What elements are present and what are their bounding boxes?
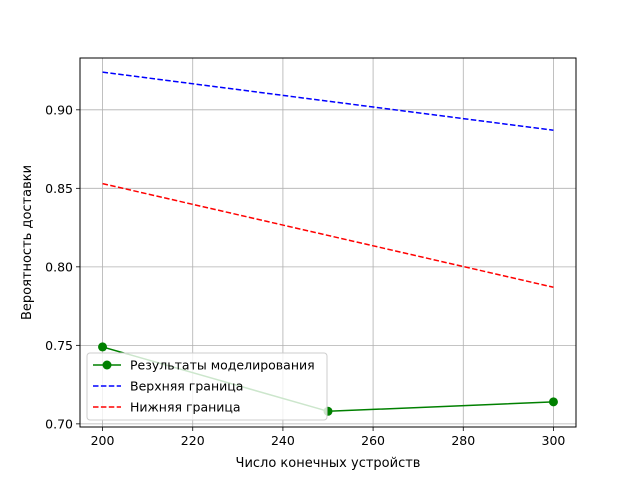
plot-frame: [79, 57, 577, 428]
ticks: 200 220 240 260 280 300 0.70 0.75 0.80 0.85 0.90: [45, 102, 565, 448]
y-tick-label: 0.85: [45, 181, 73, 196]
y-tick-label: 0.80: [45, 259, 73, 274]
x-tick-label: 280: [451, 433, 475, 448]
y-tick-label: 0.75: [45, 338, 73, 353]
legend: Результаты моделирования Верхняя граница Н…: [86, 352, 328, 421]
x-tick-label: 220: [181, 433, 205, 448]
series-line-2: [102, 182, 554, 288]
legend-label: Нижняя граница: [130, 400, 241, 415]
y-axis-label: Вероятность доставки: [20, 165, 35, 320]
x-axis-label: Число конечных устройств: [236, 456, 421, 471]
legend-marker: [102, 360, 112, 370]
legend-label: Верхняя граница: [130, 379, 243, 394]
y-tick-label: 0.90: [45, 102, 73, 117]
x-tick-label: 300: [542, 433, 566, 448]
data-point: [98, 342, 108, 352]
x-tick-label: 240: [271, 433, 295, 448]
y-tick-label: 0.70: [45, 416, 73, 431]
legend-label: Результаты моделирования: [130, 358, 315, 373]
data-point: [548, 397, 558, 407]
grid: [80, 58, 576, 427]
legend-box: [86, 352, 328, 421]
x-tick-label: 200: [91, 433, 115, 448]
series-line-1: [102, 71, 554, 131]
x-tick-label: 260: [361, 433, 385, 448]
